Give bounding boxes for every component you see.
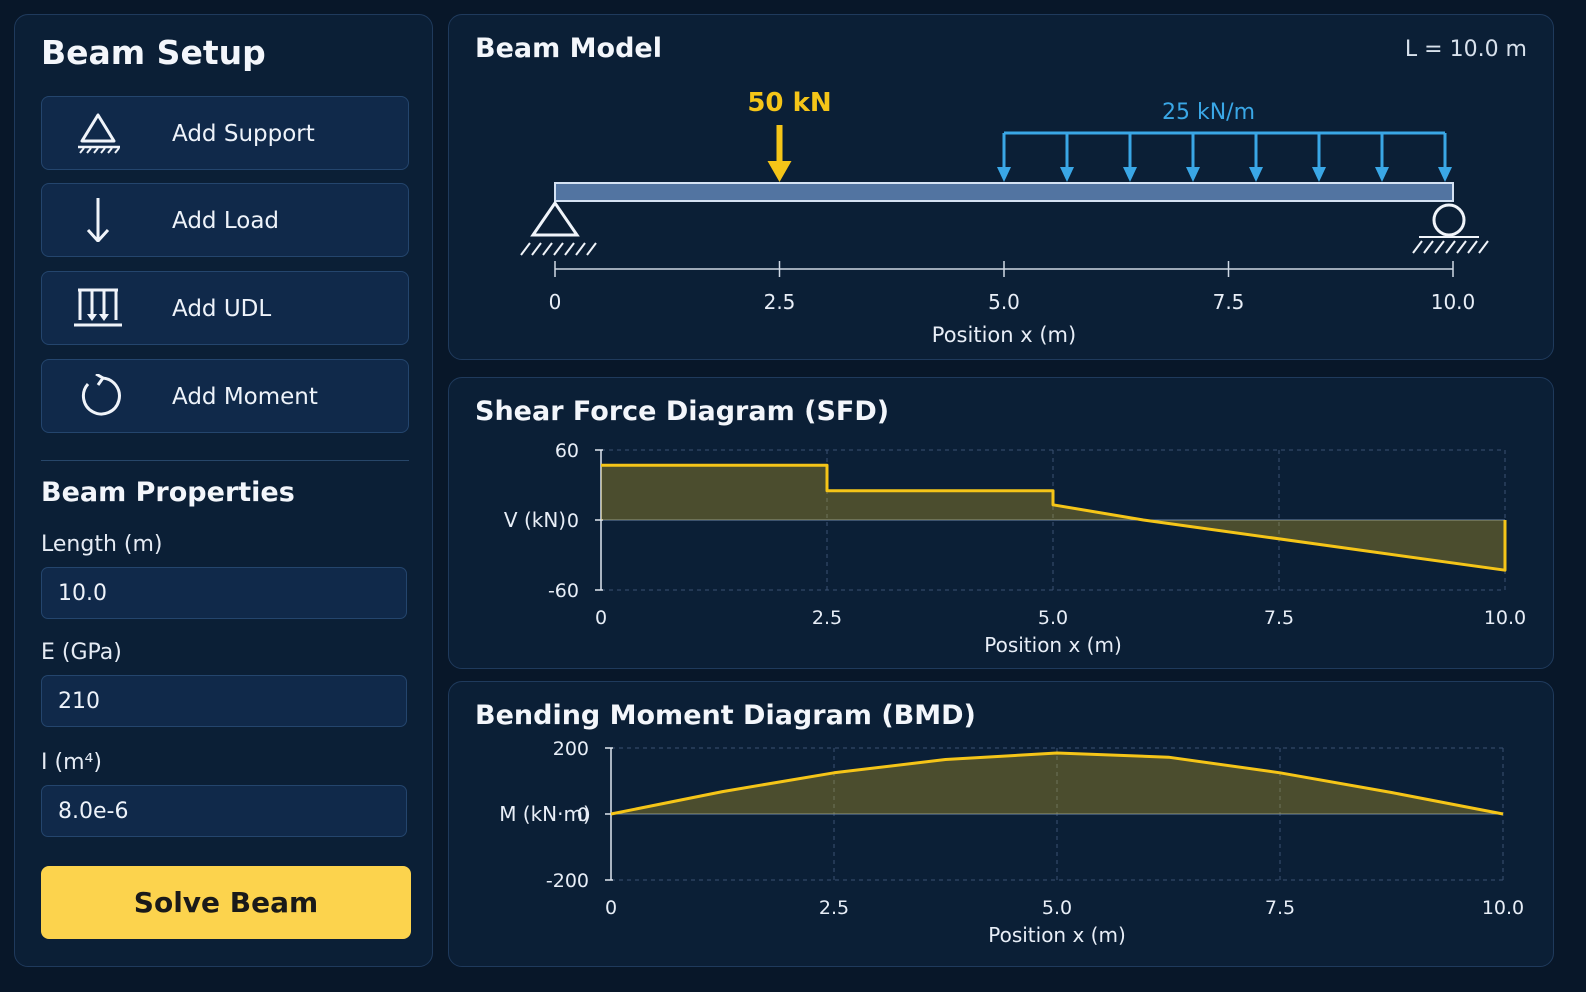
y-tick-label: 200 (553, 738, 589, 760)
x-tick-label: 2.5 (819, 897, 849, 919)
moment-icon (81, 374, 121, 416)
x-tick-label: 0 (595, 607, 607, 629)
pin-support[interactable] (520, 200, 597, 256)
bmd-title: Bending Moment Diagram (BMD) (475, 700, 976, 731)
ground-hatch (553, 242, 564, 256)
x-tick-label: 7.5 (1264, 607, 1294, 629)
point-load-arrowhead (767, 161, 792, 182)
y-tick-label: 0 (577, 804, 589, 826)
e-label: E (GPa) (41, 640, 122, 665)
axis-tick-label: 5.0 (988, 290, 1020, 314)
elastic-modulus-input[interactable] (41, 675, 407, 727)
ground-hatch (1456, 240, 1467, 254)
ground-hatch (564, 242, 575, 256)
axis-tick-label: 10.0 (1431, 290, 1476, 314)
udl-arrowhead (1312, 167, 1326, 182)
sfd-chart[interactable]: 60 0 -60 0 2.5 5.0 7.5 10.0 V (kN) Position x (m) (449, 378, 1553, 668)
axis-tick-label: 0 (549, 290, 562, 314)
section-divider (41, 460, 409, 461)
add-load-label: Add Load (172, 208, 280, 234)
roller-circle (1432, 203, 1466, 237)
add-moment-label: Add Moment (172, 384, 318, 410)
y-axis-label: V (kN) (504, 508, 566, 532)
add-udl-button[interactable]: Add UDL (41, 271, 409, 345)
udl-arrowhead (1375, 167, 1389, 182)
position-axis: 0 2.5 5.0 7.5 10.0 (549, 261, 1476, 314)
beam-setup-panel: Beam Setup Add Support Add Load Add UDL (14, 14, 433, 967)
y-tick-label: -60 (548, 580, 579, 602)
ground-hatch (586, 242, 597, 256)
bmd-panel: Bending Moment Diagram (BMD) 200 0 -200 0 2.… (448, 681, 1554, 967)
ground-hatch (1467, 240, 1478, 254)
add-moment-button[interactable]: Add Moment (41, 359, 409, 433)
x-tick-label: 7.5 (1265, 897, 1295, 919)
beam-model-panel: Beam Model L = 10.0 m 50 kN 25 kN/m 0 2.5… (448, 14, 1554, 360)
y-tick-label: -200 (546, 870, 589, 892)
add-support-label: Add Support (172, 121, 315, 147)
udl-arrowhead (1186, 167, 1200, 182)
diagram-area (611, 753, 1503, 814)
point-load-label: 50 kN (747, 88, 831, 118)
y-tick-label: 60 (555, 440, 579, 462)
arrow-down-icon (86, 198, 110, 242)
add-udl-label: Add UDL (172, 296, 272, 322)
solve-beam-button[interactable]: Solve Beam (41, 866, 411, 939)
ground-hatch (1445, 240, 1456, 254)
ground-hatch (1434, 240, 1445, 254)
moment-of-inertia-input[interactable] (41, 785, 407, 837)
udl-arrowhead (997, 167, 1011, 182)
x-tick-label: 10.0 (1482, 897, 1524, 919)
ground-hatch (542, 242, 553, 256)
beam-model-title: Beam Model (475, 33, 662, 64)
x-tick-label: 5.0 (1038, 607, 1068, 629)
udl-arrowhead (1123, 167, 1137, 182)
bmd-chart[interactable]: 200 0 -200 0 2.5 5.0 7.5 10.0 M (kN·m) Position x… (449, 682, 1553, 966)
length-input[interactable] (41, 567, 407, 619)
udl-load[interactable] (997, 131, 1452, 182)
diagram-line (610, 751, 1504, 816)
x-axis-label: Position x (m) (988, 923, 1126, 947)
udl-arrowhead (1249, 167, 1263, 182)
udl-label: 25 kN/m (1162, 100, 1255, 125)
add-support-button[interactable]: Add Support (41, 96, 409, 170)
length-readout: L = 10.0 m (1404, 37, 1527, 62)
udl-icon (74, 288, 122, 327)
x-tick-label: 10.0 (1484, 607, 1526, 629)
x-tick-label: 5.0 (1042, 897, 1072, 919)
x-tick-label: 0 (605, 897, 617, 919)
beam-setup-title: Beam Setup (41, 33, 266, 72)
sfd-panel: Shear Force Diagram (SFD) 60 0 -60 0 2.5 5.0 7… (448, 377, 1554, 669)
y-axis-label: M (kN·m) (499, 802, 591, 826)
length-label: Length (m) (41, 532, 163, 557)
ground-hatch (520, 242, 531, 256)
ground-hatch (1423, 240, 1434, 254)
ground-hatch (575, 242, 586, 256)
ground-hatch (531, 242, 542, 256)
axis-tick-label: 7.5 (1213, 290, 1245, 314)
beam-properties-title: Beam Properties (41, 477, 295, 508)
beam[interactable] (554, 182, 1454, 202)
ground-hatch (1478, 240, 1489, 254)
position-axis-label: Position x (m) (932, 323, 1076, 347)
sfd-title: Shear Force Diagram (SFD) (475, 396, 890, 427)
x-axis-label: Position x (m) (984, 633, 1122, 657)
axis-tick-label: 2.5 (764, 290, 796, 314)
roller-support[interactable] (1412, 203, 1489, 254)
ground-hatch (1412, 240, 1423, 254)
support-icon (78, 113, 120, 154)
y-tick-label: 0 (567, 510, 579, 532)
diagram-line (601, 463, 1507, 572)
udl-arrowhead (1438, 167, 1452, 182)
udl-arrowhead (1060, 167, 1074, 182)
x-tick-label: 2.5 (812, 607, 842, 629)
add-load-button[interactable]: Add Load (41, 183, 409, 257)
point-load[interactable] (767, 125, 792, 182)
i-label: I (m⁴) (41, 750, 102, 775)
beam-model-canvas[interactable]: 50 kN 25 kN/m 0 2.5 5.0 7.5 10.0 Position x … (449, 15, 1553, 359)
pin-triangle (530, 200, 580, 237)
